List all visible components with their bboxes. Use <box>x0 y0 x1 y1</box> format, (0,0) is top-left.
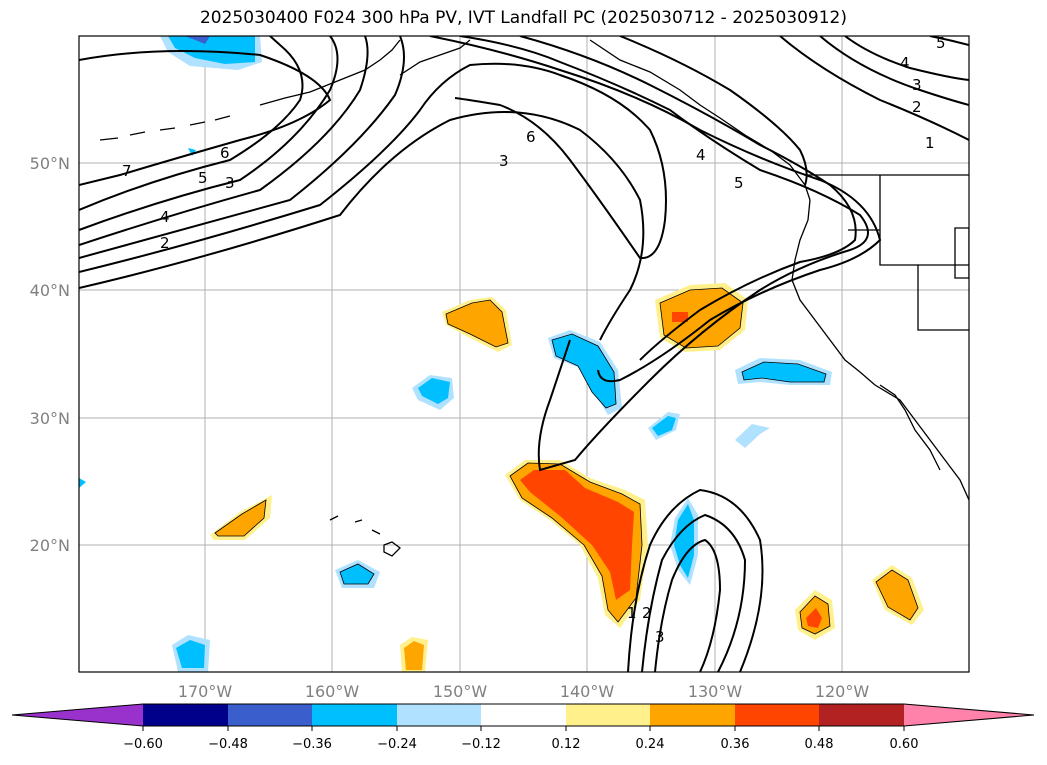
lat-label-50n: 50°N <box>30 154 70 173</box>
lat-label-30n: 30°N <box>30 409 70 428</box>
contour-label: 3 <box>499 152 509 170</box>
colorbar-segment <box>735 704 819 726</box>
longitude-labels: 170°W 160°W 150°W 140°W 130°W 120°W <box>178 682 870 701</box>
lon-label-140w: 140°W <box>560 682 615 701</box>
contour-label: 4 <box>696 146 706 164</box>
colorbar-segment <box>566 704 650 726</box>
colorbar-max-extension <box>904 704 1034 726</box>
contour-labels: 7 6 5 3 4 2 6 3 4 5 4 3 2 1 5 1 2 3 <box>122 34 946 646</box>
pv-shading <box>79 36 924 672</box>
colorbar-segment <box>143 704 228 726</box>
map-frame <box>78 35 970 673</box>
contour-label: 5 <box>936 34 946 52</box>
map-title: 2025030400 F024 300 hPa PV, IVT Landfall… <box>199 8 847 28</box>
colorbar-tick-label: 0.12 <box>552 737 581 752</box>
lon-label-170w: 170°W <box>178 682 233 701</box>
colorbar-tick-label: −0.24 <box>377 737 417 752</box>
map-background <box>79 36 969 672</box>
colorbar-tick-label: 0.60 <box>890 737 919 752</box>
colorbar-tick-label: −0.12 <box>461 737 501 752</box>
colorbar-tick-label: −0.36 <box>292 737 332 752</box>
contour-label: 1 <box>627 604 637 622</box>
colorbar-tick-label: −0.48 <box>208 737 248 752</box>
contour-label: 2 <box>642 604 652 622</box>
colorbar-segment <box>397 704 481 726</box>
contour-label: 3 <box>912 76 922 94</box>
contour-label: 6 <box>220 144 230 162</box>
contour-label: 4 <box>900 54 910 72</box>
contour-label: 2 <box>912 98 922 116</box>
colorbar: −0.60 −0.48 −0.36 −0.24 −0.12 0.12 0.24 … <box>11 703 1035 752</box>
lon-label-120w: 120°W <box>815 682 870 701</box>
lat-label-20n: 20°N <box>30 536 70 555</box>
colorbar-tick-label: 0.36 <box>721 737 750 752</box>
contour-label: 2 <box>160 234 170 252</box>
contour-lines <box>79 36 969 672</box>
colorbar-segment <box>312 704 397 726</box>
lat-label-40n: 40°N <box>30 281 70 300</box>
colorbar-segment <box>650 704 735 726</box>
colorbar-min-extension <box>12 704 143 726</box>
colorbar-tick-label: 0.48 <box>805 737 834 752</box>
contour-label: 5 <box>734 174 744 192</box>
lon-label-130w: 130°W <box>688 682 743 701</box>
colorbar-segment <box>228 704 312 726</box>
contour-label: 1 <box>925 134 935 152</box>
contour-label: 3 <box>225 174 235 192</box>
contour-label: 6 <box>526 128 536 146</box>
lon-label-150w: 150°W <box>433 682 488 701</box>
colorbar-segment <box>481 704 566 726</box>
colorbar-tick-label: −0.60 <box>123 737 163 752</box>
lon-label-160w: 160°W <box>305 682 360 701</box>
contour-label: 4 <box>160 208 170 226</box>
contour-label: 7 <box>122 162 132 180</box>
contour-label: 5 <box>198 169 208 187</box>
latitude-labels: 50°N 40°N 30°N 20°N <box>30 154 70 555</box>
colorbar-tick-label: 0.24 <box>636 737 665 752</box>
colorbar-segment <box>819 704 904 726</box>
contour-label: 3 <box>655 628 665 646</box>
